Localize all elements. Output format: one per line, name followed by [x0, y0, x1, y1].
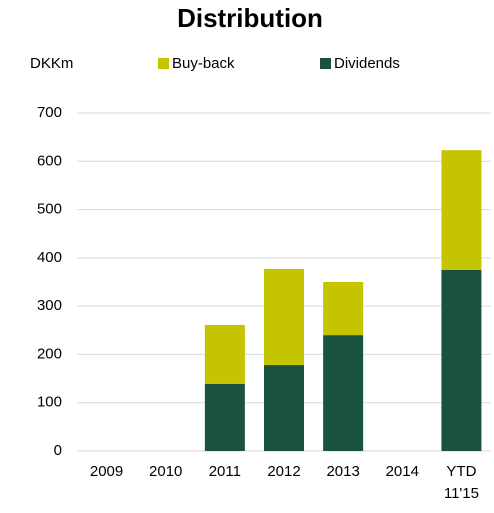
legend-label: Dividends	[334, 55, 400, 72]
bar-segment	[441, 269, 482, 451]
x-tick-label: 2013	[326, 463, 359, 480]
bar-segment	[264, 365, 304, 451]
legend-swatch	[158, 58, 169, 69]
bar-segment	[264, 268, 304, 366]
x-tick-label: 2012	[267, 463, 300, 480]
legend-swatch	[320, 58, 331, 69]
y-tick-label: 700	[37, 104, 62, 121]
bar-segment	[323, 282, 364, 336]
y-tick-label: 200	[37, 345, 62, 362]
x-tick-label: 2011	[209, 463, 241, 480]
x-tick-label: YTD 11'15	[444, 463, 479, 502]
bar-segment	[204, 383, 245, 451]
y-tick-label: 300	[37, 297, 62, 314]
y-axis-label: DKKm	[30, 55, 73, 72]
chart-title: Distribution	[177, 3, 323, 33]
bar-segment	[204, 324, 245, 384]
y-tick-label: 500	[37, 201, 62, 218]
legend-label: Buy-back	[172, 55, 235, 72]
x-tick-label: 2010	[149, 463, 182, 480]
y-tick-label: 600	[37, 152, 62, 169]
bar-segment	[323, 335, 364, 451]
x-tick-label: 2009	[90, 463, 123, 480]
y-tick-label: 0	[54, 442, 62, 459]
bar-segment	[441, 150, 482, 270]
x-tick-label: 2014	[386, 463, 419, 480]
y-tick-label: 400	[37, 249, 62, 266]
y-tick-label: 100	[37, 394, 62, 411]
